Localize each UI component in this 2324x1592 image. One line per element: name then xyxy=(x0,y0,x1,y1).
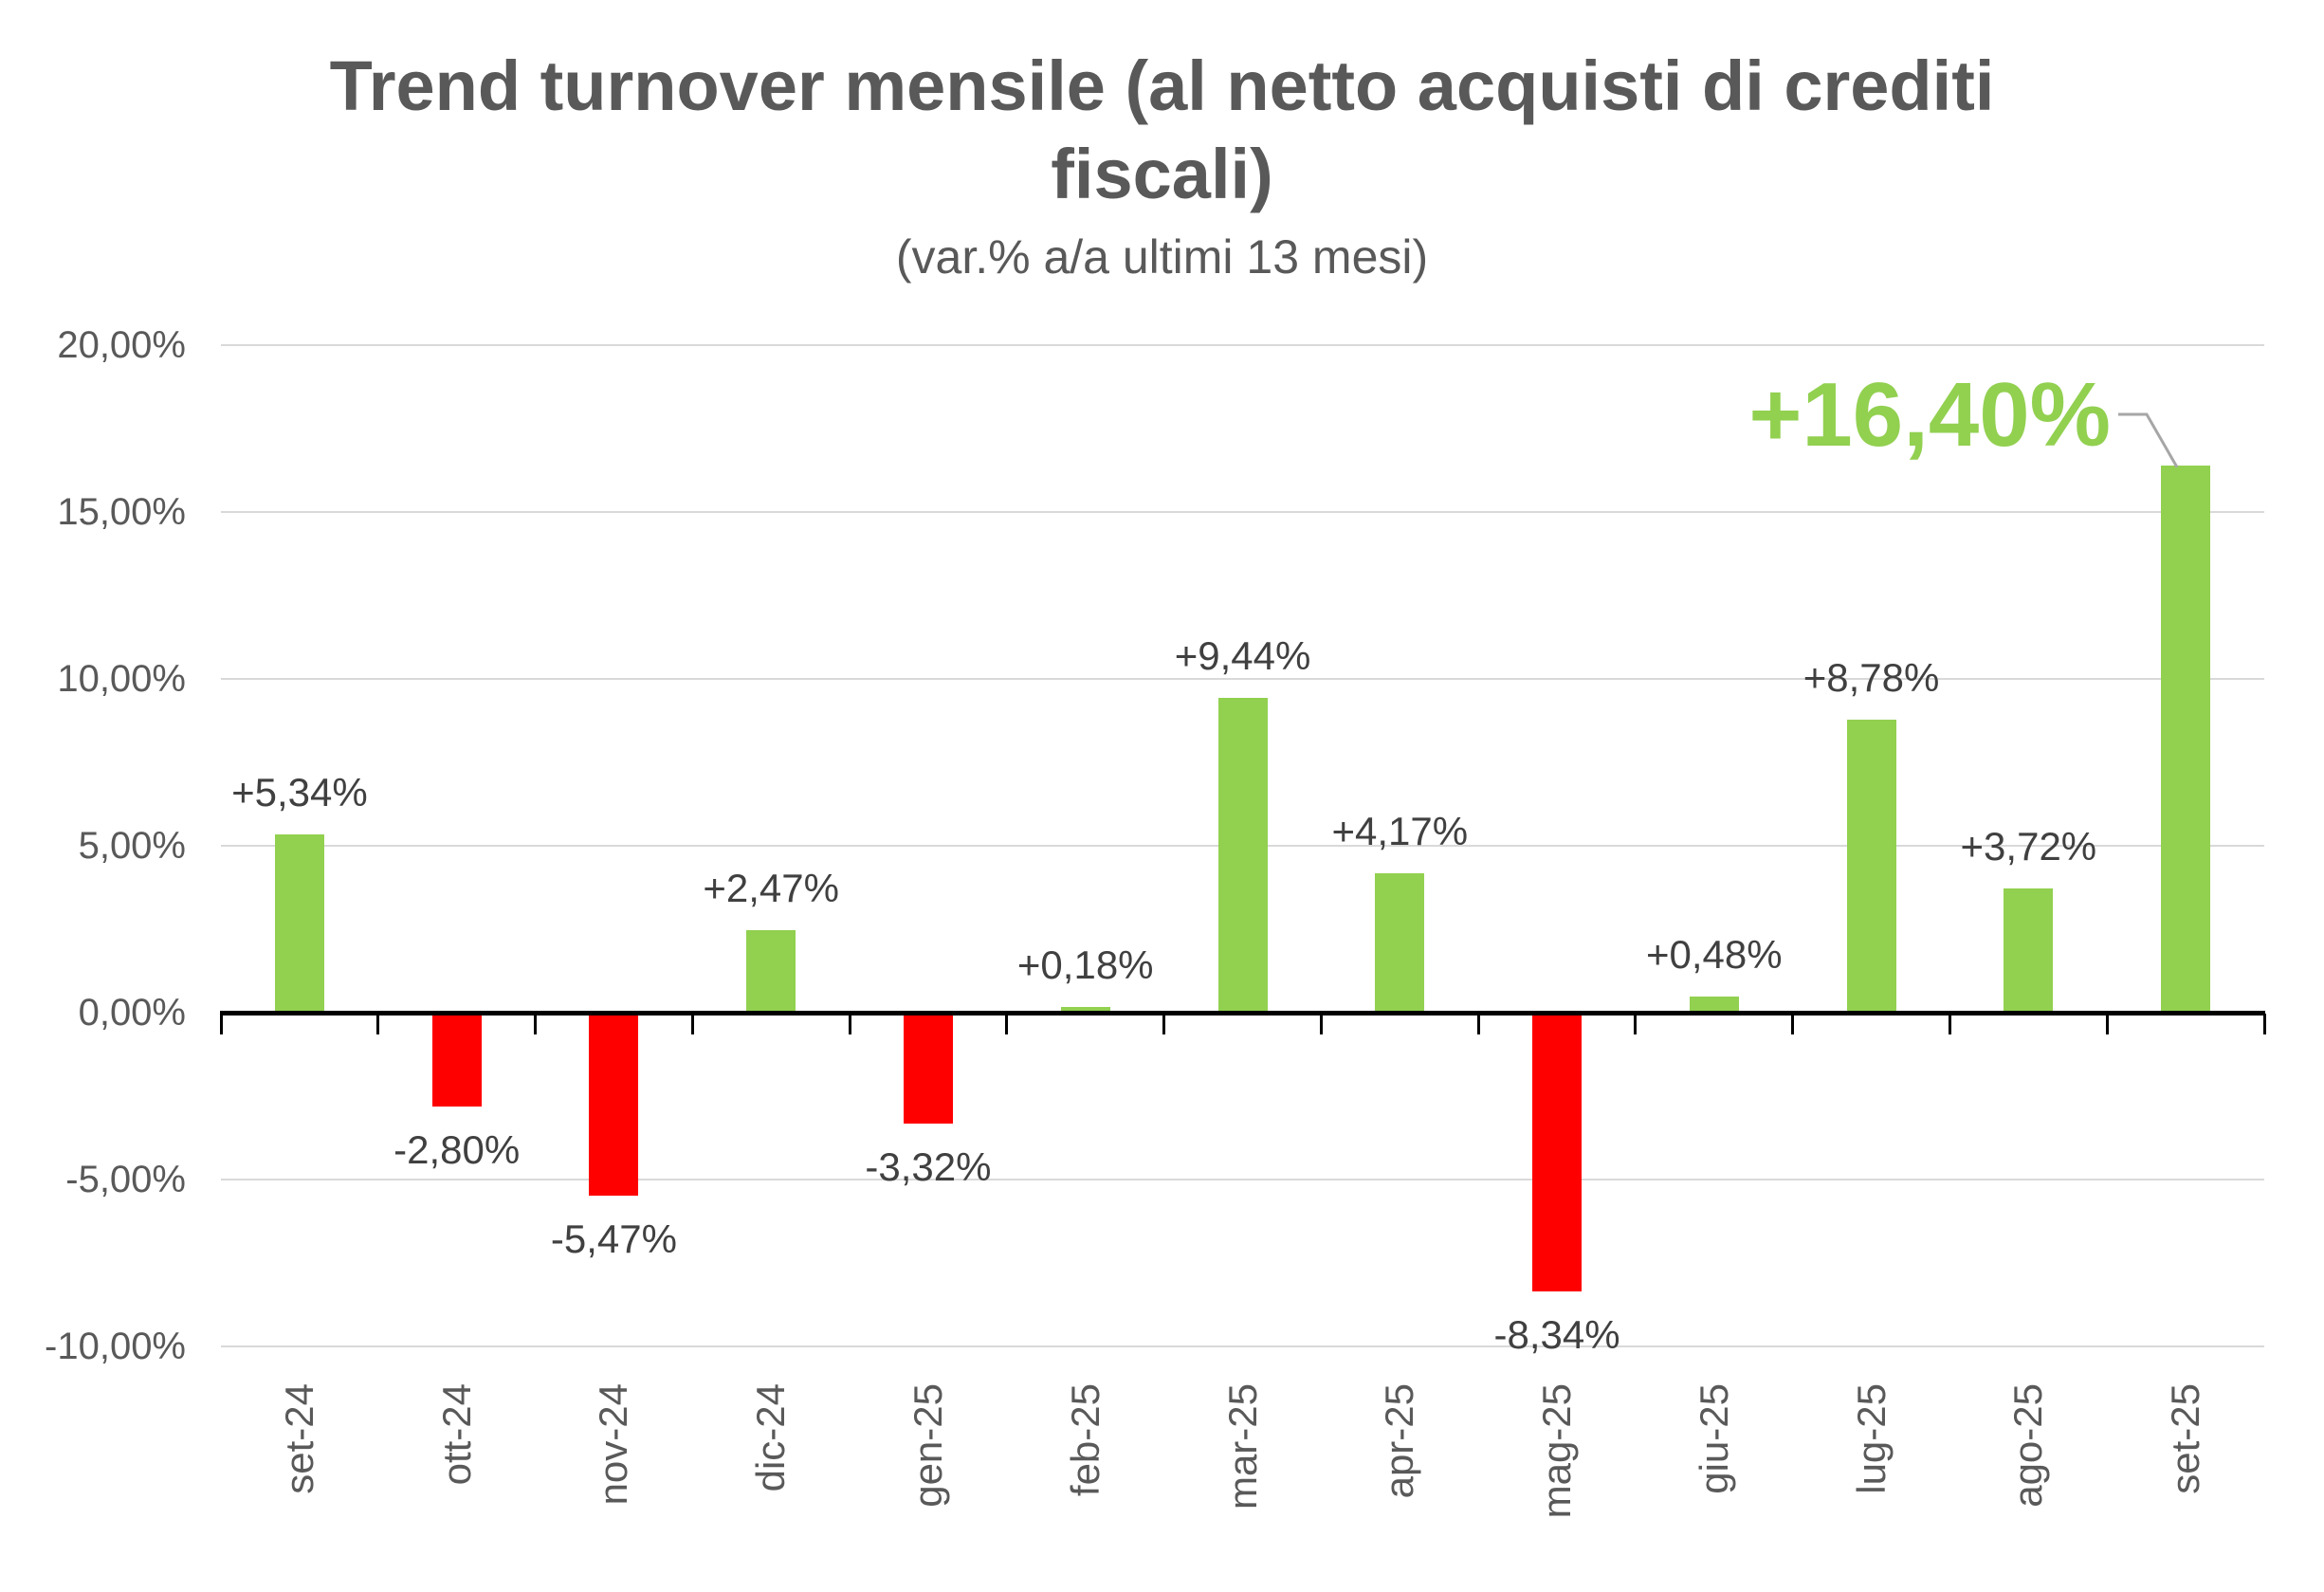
gridline--5 xyxy=(221,1179,2264,1180)
x-axis-tick xyxy=(2105,1014,2109,1034)
y-axis-label: 10,00% xyxy=(57,658,186,700)
bar-ott-24 xyxy=(431,1013,482,1107)
bar-nov-24 xyxy=(589,1013,639,1196)
bar-ago-25 xyxy=(2004,888,2054,1013)
data-label-ago-25: +3,72% xyxy=(1960,824,2097,869)
bar-dic-24 xyxy=(746,930,796,1013)
x-axis-tick xyxy=(848,1014,851,1034)
x-axis-tick xyxy=(219,1014,223,1034)
x-axis-tick xyxy=(690,1014,694,1034)
x-axis-tick xyxy=(2262,1014,2266,1034)
data-label-lug-25: +8,78% xyxy=(1802,654,1940,700)
bar-mag-25 xyxy=(1532,1013,1583,1291)
x-axis-line xyxy=(220,1011,2265,1016)
data-label-ott-24: -2,80% xyxy=(393,1126,521,1172)
y-axis-label: -5,00% xyxy=(65,1159,186,1200)
x-axis-tick xyxy=(534,1014,538,1034)
data-label-mag-25: -8,34% xyxy=(1493,1311,1620,1357)
x-axis-tick xyxy=(1319,1014,1323,1034)
bar-set-25 xyxy=(2161,465,2211,1013)
y-axis-label: 20,00% xyxy=(57,324,186,366)
bar-gen-25 xyxy=(903,1013,953,1124)
y-axis-label: 0,00% xyxy=(78,992,186,1034)
bar-giu-25 xyxy=(1689,997,1739,1013)
data-label-apr-25: +4,17% xyxy=(1331,809,1469,854)
y-axis-label: -10,00% xyxy=(45,1326,186,1367)
chart-subtitle: (var.% a/a ultimi 13 mesi) xyxy=(895,230,1429,284)
gridline-15 xyxy=(221,511,2264,513)
y-axis-label: 5,00% xyxy=(78,825,186,867)
x-axis-tick xyxy=(1948,1014,1951,1034)
bar-mar-25 xyxy=(1217,697,1268,1013)
bar-set-24 xyxy=(274,834,324,1013)
x-axis-tick xyxy=(376,1014,380,1034)
data-label-gen-25: -3,32% xyxy=(865,1144,992,1189)
data-label-giu-25: +0,48% xyxy=(1645,932,1783,978)
bar-lug-25 xyxy=(1846,719,1896,1013)
gridline-20 xyxy=(221,344,2264,346)
bar-apr-25 xyxy=(1375,873,1425,1013)
y-axis-label: 15,00% xyxy=(57,491,186,533)
bar-feb-25 xyxy=(1060,1006,1110,1013)
chart-title: Trend turnover mensile (al netto acquist… xyxy=(329,46,1995,213)
gridline-10 xyxy=(221,678,2264,680)
data-label-set-24: +5,34% xyxy=(231,770,368,815)
data-label-mar-25: +9,44% xyxy=(1174,632,1311,678)
x-axis-tick xyxy=(1634,1014,1638,1034)
highlight-data-label-set-25: +16,40% xyxy=(1748,364,2111,466)
data-label-dic-24: +2,47% xyxy=(703,866,839,911)
x-axis-tick xyxy=(1005,1014,1009,1034)
x-axis-tick xyxy=(1476,1014,1480,1034)
x-axis-tick xyxy=(1791,1014,1795,1034)
data-label-feb-25: +0,18% xyxy=(1016,942,1154,987)
data-label-nov-24: -5,47% xyxy=(550,1216,677,1261)
x-axis-tick xyxy=(1162,1014,1166,1034)
gridline--10 xyxy=(221,1345,2264,1347)
